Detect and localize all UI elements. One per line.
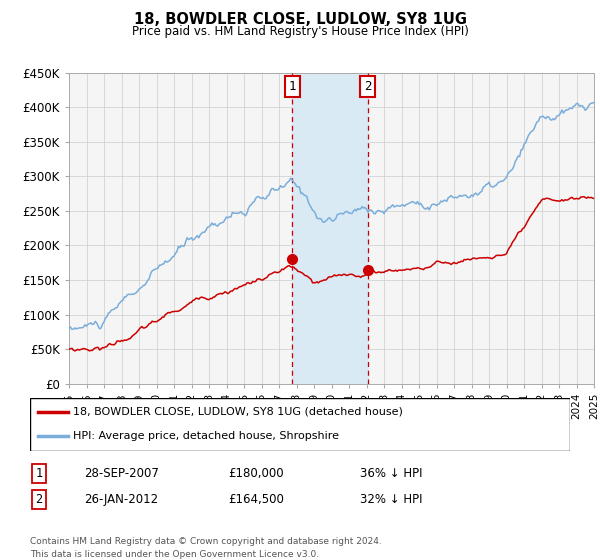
Text: 2: 2: [364, 80, 371, 93]
Text: 32% ↓ HPI: 32% ↓ HPI: [360, 493, 422, 506]
Text: 36% ↓ HPI: 36% ↓ HPI: [360, 466, 422, 480]
Text: 26-JAN-2012: 26-JAN-2012: [84, 493, 158, 506]
Text: 2: 2: [35, 493, 43, 506]
Bar: [292, 73, 368, 384]
Text: HPI: Average price, detached house, Shropshire: HPI: Average price, detached house, Shro…: [73, 431, 339, 441]
Text: 1: 1: [35, 466, 43, 480]
Text: 28-SEP-2007: 28-SEP-2007: [84, 466, 159, 480]
Text: 18, BOWDLER CLOSE, LUDLOW, SY8 1UG (detached house): 18, BOWDLER CLOSE, LUDLOW, SY8 1UG (deta…: [73, 407, 403, 417]
Text: £180,000: £180,000: [228, 466, 284, 480]
Text: 1: 1: [289, 80, 296, 93]
Text: Contains HM Land Registry data © Crown copyright and database right 2024.
This d: Contains HM Land Registry data © Crown c…: [30, 538, 382, 559]
Text: £164,500: £164,500: [228, 493, 284, 506]
Text: 18, BOWDLER CLOSE, LUDLOW, SY8 1UG: 18, BOWDLER CLOSE, LUDLOW, SY8 1UG: [133, 12, 467, 27]
Text: Price paid vs. HM Land Registry's House Price Index (HPI): Price paid vs. HM Land Registry's House …: [131, 25, 469, 38]
